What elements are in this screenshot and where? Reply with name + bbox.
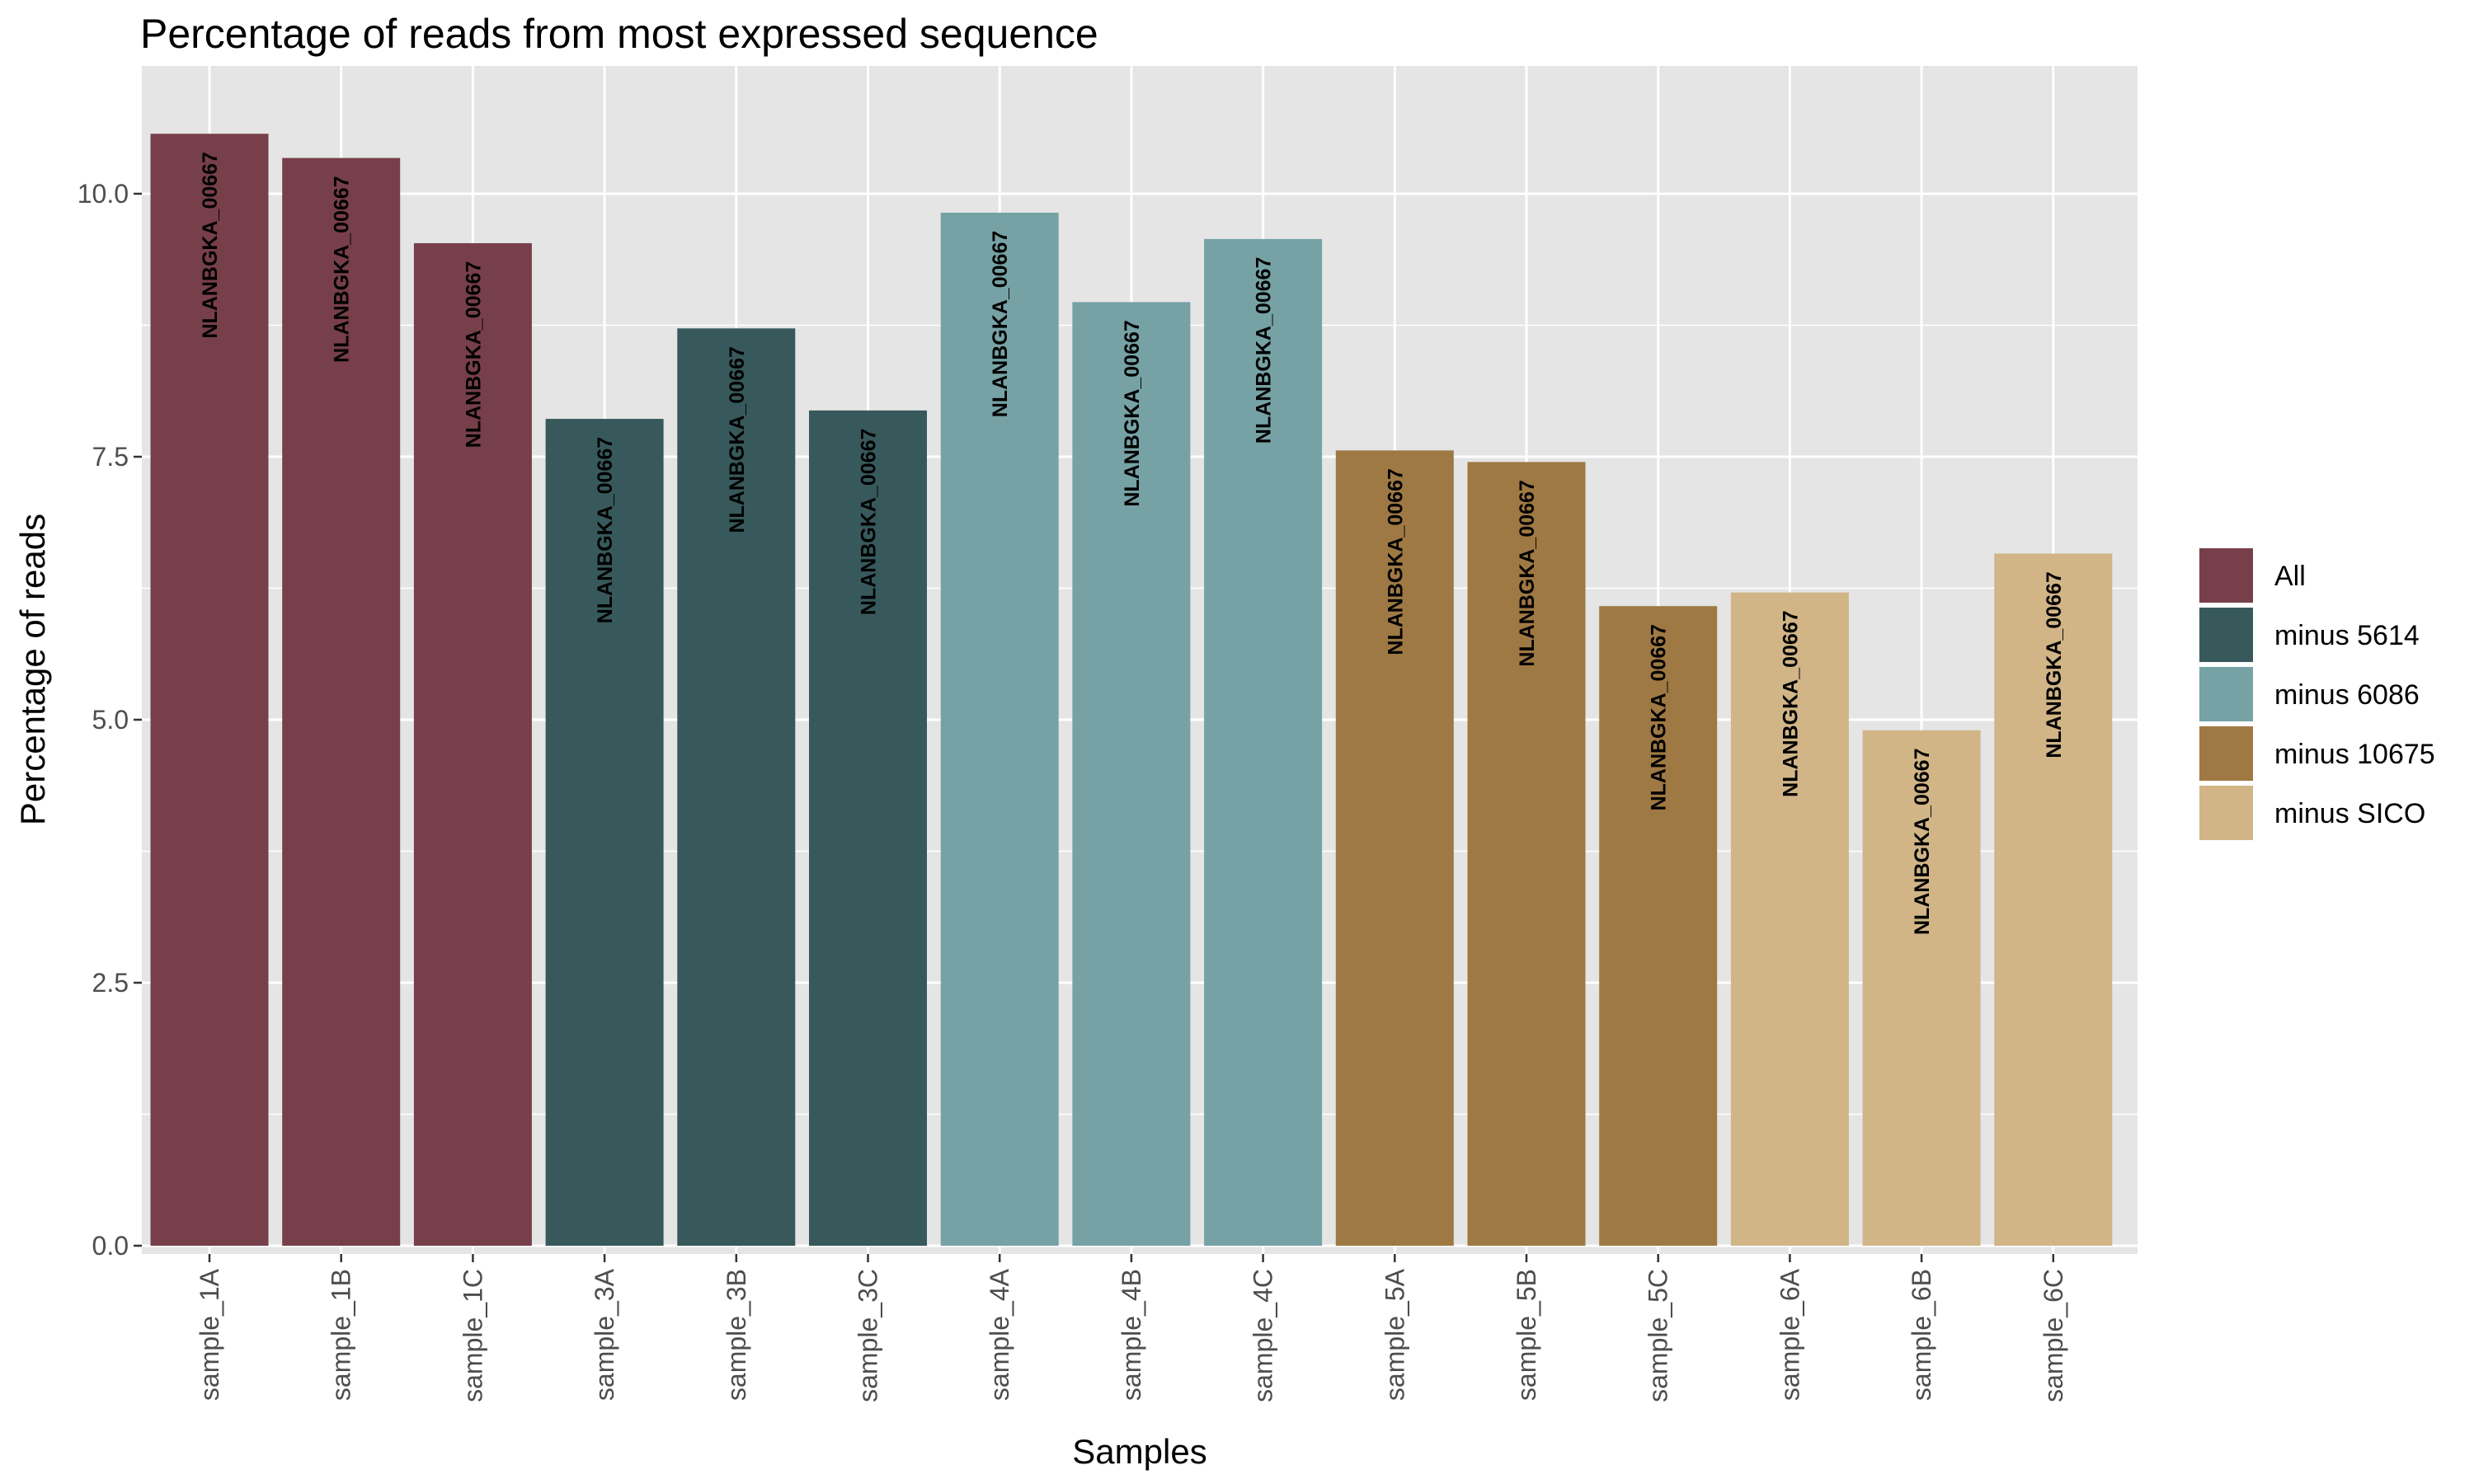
- y-tick-label: 2.5: [92, 968, 129, 998]
- bar-sample_4B: [1072, 302, 1191, 1247]
- x-tick-label: sample_5C: [1644, 1269, 1673, 1402]
- bar-sample_4A: [940, 212, 1059, 1246]
- x-tick-label: sample_3A: [590, 1268, 619, 1401]
- bar-data-label: NLANBGKA_00667: [1648, 624, 1671, 810]
- y-tick-label: 5.0: [92, 705, 129, 735]
- bar-data-label: NLANBGKA_00667: [1253, 257, 1276, 444]
- x-tick-label: sample_4C: [1249, 1269, 1278, 1402]
- bar-sample_4C: [1204, 238, 1323, 1246]
- bar-data-label: NLANBGKA_00667: [1516, 480, 1539, 666]
- y-axis-title: Percentage of reads: [13, 514, 52, 825]
- legend-key: [2198, 606, 2255, 664]
- bar-sample_1A: [150, 134, 269, 1246]
- bars: [150, 134, 2113, 1247]
- x-tick-label: sample_4A: [985, 1268, 1014, 1401]
- legend-key: [2198, 547, 2255, 604]
- bar-data-label: NLANBGKA_00667: [331, 176, 354, 362]
- bar-sample_6B: [1862, 730, 1981, 1246]
- bar-data-label: NLANBGKA_00667: [1911, 749, 1934, 935]
- bar-data-label: NLANBGKA_00667: [1121, 320, 1144, 506]
- bar-sample_3A: [545, 419, 664, 1247]
- legend-label: minus SICO: [2274, 798, 2425, 829]
- legend-label: minus 10675: [2274, 739, 2435, 770]
- bar-sample_3B: [677, 328, 796, 1246]
- bar-sample_1C: [413, 242, 532, 1247]
- legend-key: [2198, 665, 2255, 723]
- x-tick-label: sample_1A: [195, 1268, 224, 1401]
- x-axis-title: Samples: [1072, 1432, 1206, 1471]
- legend-label: All: [2274, 561, 2306, 592]
- y-axis-ticks: 0.0 2.5 5.0 7.5 10.0: [78, 179, 142, 1261]
- bar-sample_3C: [809, 410, 927, 1247]
- x-tick-label: sample_3C: [854, 1269, 883, 1402]
- x-tick-label: sample_6C: [2039, 1269, 2068, 1402]
- x-tick-label: sample_5B: [1512, 1269, 1541, 1401]
- bar-sample_5A: [1335, 450, 1454, 1246]
- bar-data-label: NLANBGKA_00667: [462, 261, 485, 448]
- legend-key: [2198, 784, 2255, 842]
- legend-label: minus 5614: [2274, 620, 2420, 651]
- x-tick-label: sample_1C: [458, 1269, 487, 1402]
- x-tick-label: sample_6B: [1907, 1269, 1936, 1401]
- bar-labels: NLANBGKA_00667 NLANBGKA_00667 NLANBGKA_006…: [199, 152, 2066, 935]
- bar-sample_6A: [1730, 592, 1849, 1246]
- bar-data-label: NLANBGKA_00667: [1779, 610, 1802, 796]
- legend-key: [2198, 725, 2255, 782]
- bar-data-label: NLANBGKA_00667: [199, 152, 222, 338]
- x-tick-label: sample_5A: [1380, 1268, 1409, 1401]
- legend: All minus 5614 minus 6086 minus 10675 minus …: [2198, 547, 2435, 842]
- bar-sample_1B: [282, 157, 401, 1247]
- bar-sample_5C: [1599, 606, 1718, 1246]
- y-tick-label: 0.0: [92, 1231, 129, 1261]
- x-tick-label: sample_3B: [722, 1269, 751, 1401]
- x-tick-label: sample_1B: [327, 1269, 356, 1401]
- bar-data-label: NLANBGKA_00667: [726, 346, 749, 533]
- bar-data-label: NLANBGKA_00667: [594, 437, 617, 623]
- bar-data-label: NLANBGKA_00667: [989, 231, 1012, 417]
- chart-title: Percentage of reads from most expressed …: [140, 11, 1098, 57]
- legend-label: minus 6086: [2274, 679, 2420, 711]
- x-tick-label: sample_6A: [1775, 1268, 1804, 1401]
- bar-data-label: NLANBGKA_00667: [858, 429, 881, 615]
- bar-sample_5B: [1467, 462, 1586, 1246]
- x-axis-ticks: sample_1A sample_1B sample_1C sample_3A samp…: [195, 1254, 2068, 1402]
- bar-sample_6C: [1994, 553, 2113, 1246]
- y-tick-label: 7.5: [92, 442, 129, 472]
- y-tick-label: 10.0: [78, 179, 129, 209]
- bar-data-label: NLANBGKA_00667: [1384, 468, 1407, 655]
- bar-data-label: NLANBGKA_00667: [2043, 571, 2066, 758]
- x-tick-label: sample_4B: [1117, 1269, 1146, 1401]
